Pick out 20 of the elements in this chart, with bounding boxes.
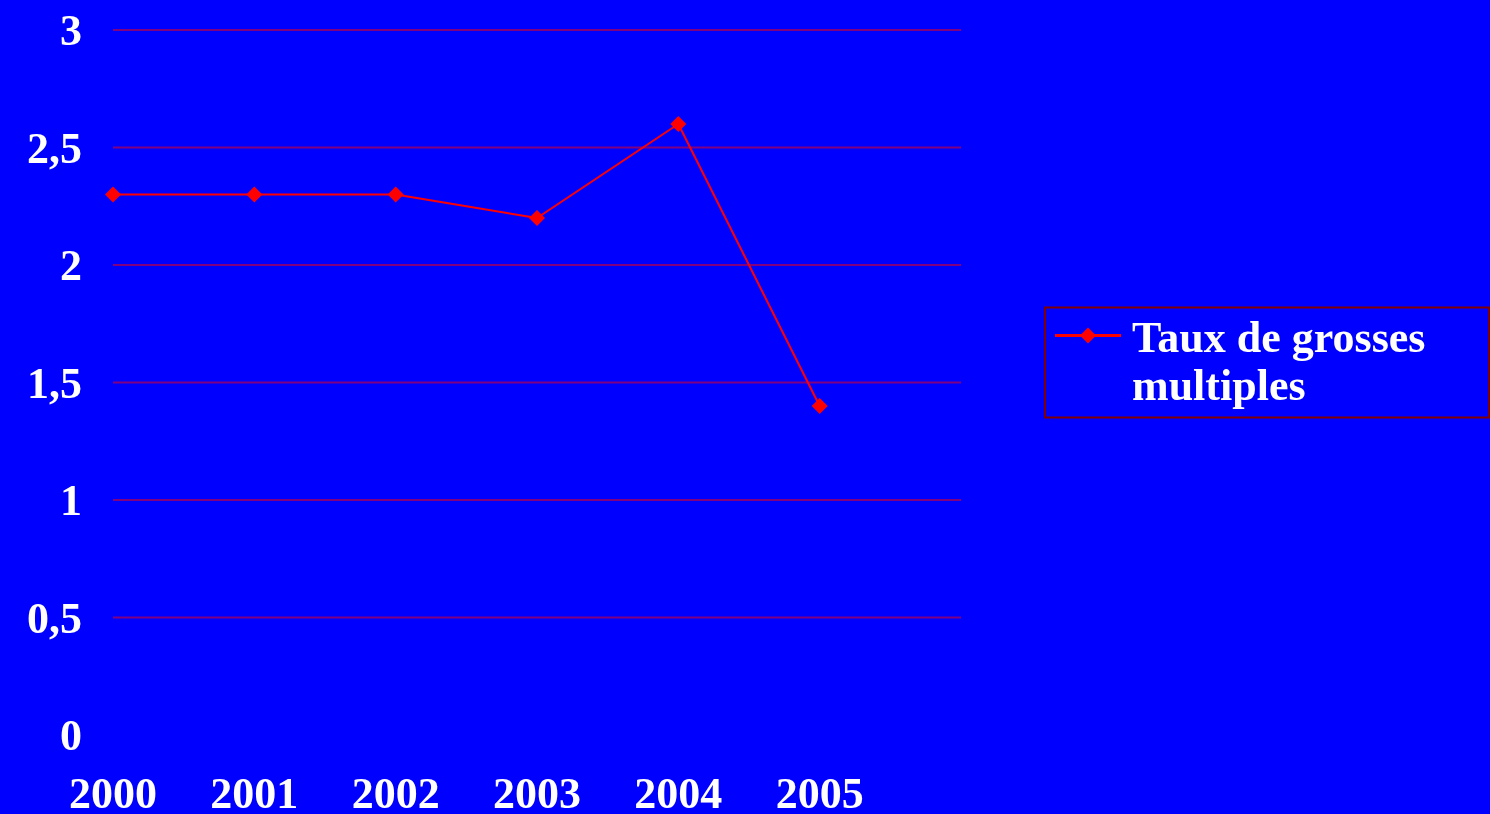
x-tick-label: 2001	[210, 769, 299, 814]
y-tick-label: 0,5	[27, 593, 82, 643]
y-tick-label: 2,5	[27, 123, 82, 173]
x-tick-label: 2002	[351, 769, 440, 814]
x-tick-label: 2000	[69, 769, 157, 814]
point	[811, 398, 828, 414]
point	[670, 116, 687, 132]
y-tick-label: 1	[60, 476, 82, 526]
x-tick-label: 2004	[634, 769, 723, 814]
point	[387, 186, 404, 203]
point	[105, 186, 121, 203]
y-tick-label: 0	[60, 711, 82, 761]
y-tick-label: 3	[60, 6, 82, 56]
y-tick-label: 1,5	[27, 358, 82, 408]
x-tick-label: 2003	[493, 769, 581, 814]
y-tick-label: 2	[60, 241, 82, 291]
point	[246, 186, 263, 203]
legend-label: Taux de grosses multiples	[1132, 312, 1426, 410]
x-tick-label: 2005	[775, 769, 864, 814]
point	[529, 210, 545, 226]
